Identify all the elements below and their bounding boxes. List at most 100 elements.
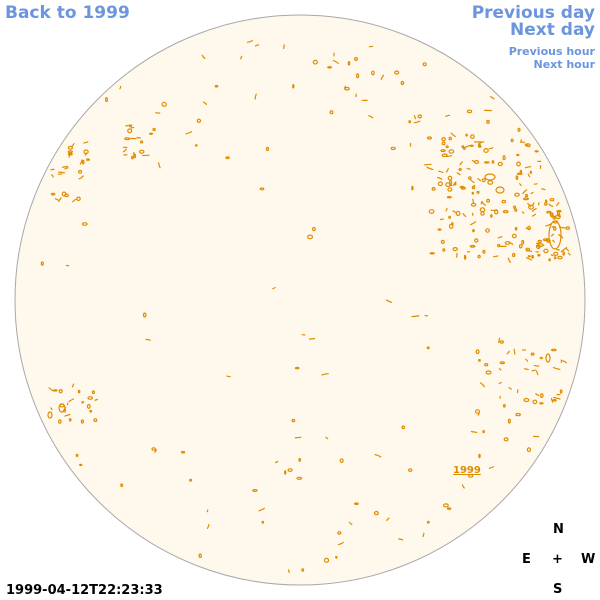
contour-mark	[488, 147, 494, 150]
contour-mark	[83, 149, 89, 155]
next-day-link[interactable]: Next day	[510, 20, 595, 40]
contour-mark	[40, 261, 44, 266]
contour-mark	[489, 466, 494, 469]
contour-mark	[480, 382, 485, 388]
contour-mark	[214, 84, 219, 88]
contour-mark	[440, 149, 446, 153]
contour-mark	[519, 183, 522, 187]
contour-mark	[477, 141, 485, 145]
back-to-year-link[interactable]: Back to 1999	[5, 3, 130, 23]
contour-mark	[437, 181, 443, 187]
contour-mark	[524, 368, 529, 371]
contour-mark	[283, 44, 285, 50]
contour-mark	[441, 141, 446, 146]
contour-mark	[356, 73, 360, 79]
contour-mark	[67, 150, 73, 154]
contour-mark	[79, 159, 83, 165]
contour-mark	[67, 145, 74, 150]
contour-mark	[480, 211, 485, 216]
contour-mark	[202, 101, 208, 105]
contour-mark	[86, 158, 90, 161]
contour-mark	[71, 383, 75, 388]
contour-mark	[272, 286, 276, 290]
contour-mark	[394, 70, 400, 75]
contour-mark	[539, 356, 543, 360]
contour-mark	[149, 132, 154, 135]
contour-mark	[559, 389, 563, 394]
contour-mark	[521, 211, 525, 214]
contour-mark	[89, 409, 93, 413]
contour-mark	[426, 520, 430, 524]
contour-mark	[265, 146, 270, 152]
contour-mark	[498, 382, 502, 384]
contour-mark	[468, 474, 474, 478]
contour-mark	[198, 553, 202, 559]
previous-hour-link[interactable]: Previous hour	[508, 45, 595, 58]
contour-mark	[525, 358, 529, 362]
contour-mark	[226, 375, 231, 378]
contour-mark	[298, 457, 301, 462]
contour-mark	[497, 236, 503, 239]
contour-mark	[456, 172, 461, 176]
contour-mark	[552, 398, 557, 402]
contour-mark	[524, 143, 530, 148]
contour-mark	[327, 66, 333, 69]
contour-mark	[130, 126, 135, 129]
contour-mark	[68, 417, 72, 422]
contour-mark	[158, 162, 161, 169]
contour-mark	[445, 207, 448, 212]
contour-mark	[81, 401, 85, 404]
contour-mark	[536, 242, 544, 245]
contour-mark	[475, 349, 480, 355]
contour-mark	[426, 346, 430, 350]
contour-mark	[195, 144, 198, 147]
compass-center: +	[552, 552, 563, 567]
contour-mark	[537, 239, 542, 243]
contour-mark	[507, 240, 514, 245]
contour-mark	[485, 228, 490, 233]
contour-mark	[466, 109, 473, 114]
contour-mark	[371, 70, 375, 76]
contour-mark	[206, 509, 209, 513]
contour-mark	[524, 166, 532, 169]
contour-mark	[474, 159, 480, 165]
contour-mark	[537, 253, 541, 257]
contour-mark	[338, 541, 344, 546]
previous-day-link[interactable]: Previous day	[471, 3, 595, 23]
contour-mark	[312, 59, 318, 65]
contour-mark	[459, 161, 464, 166]
contour-mark	[550, 254, 554, 257]
contour-mark	[429, 252, 435, 255]
contour-mark	[67, 152, 73, 156]
contour-mark	[452, 247, 458, 252]
contour-mark	[477, 178, 481, 182]
contour-mark	[422, 532, 425, 538]
contour-mark	[201, 54, 206, 60]
contour-mark	[446, 507, 452, 510]
contour-mark	[465, 133, 468, 137]
next-hour-link[interactable]: Next hour	[533, 58, 596, 71]
feature-year-link[interactable]: 1999	[453, 465, 481, 476]
contour-mark	[447, 175, 453, 181]
contour-mark	[508, 387, 512, 390]
contour-mark	[124, 137, 131, 141]
contour-mark	[519, 169, 523, 174]
contour-mark	[557, 255, 563, 260]
contour-mark	[553, 251, 559, 256]
contour-mark	[380, 74, 385, 80]
contour-mark	[422, 62, 427, 67]
contour-mark	[390, 146, 396, 151]
contour-mark	[130, 155, 134, 160]
contour-mark	[355, 93, 357, 98]
contour-mark	[536, 244, 540, 248]
contour-mark	[64, 167, 69, 170]
contour-mark	[550, 233, 555, 237]
contour-mark	[77, 169, 83, 174]
contour-mark	[339, 458, 344, 464]
contour-mark	[521, 239, 525, 245]
contour-mark	[78, 177, 83, 180]
contour-mark	[514, 208, 518, 212]
contour-mark	[553, 256, 557, 260]
contour-mark	[461, 484, 465, 489]
